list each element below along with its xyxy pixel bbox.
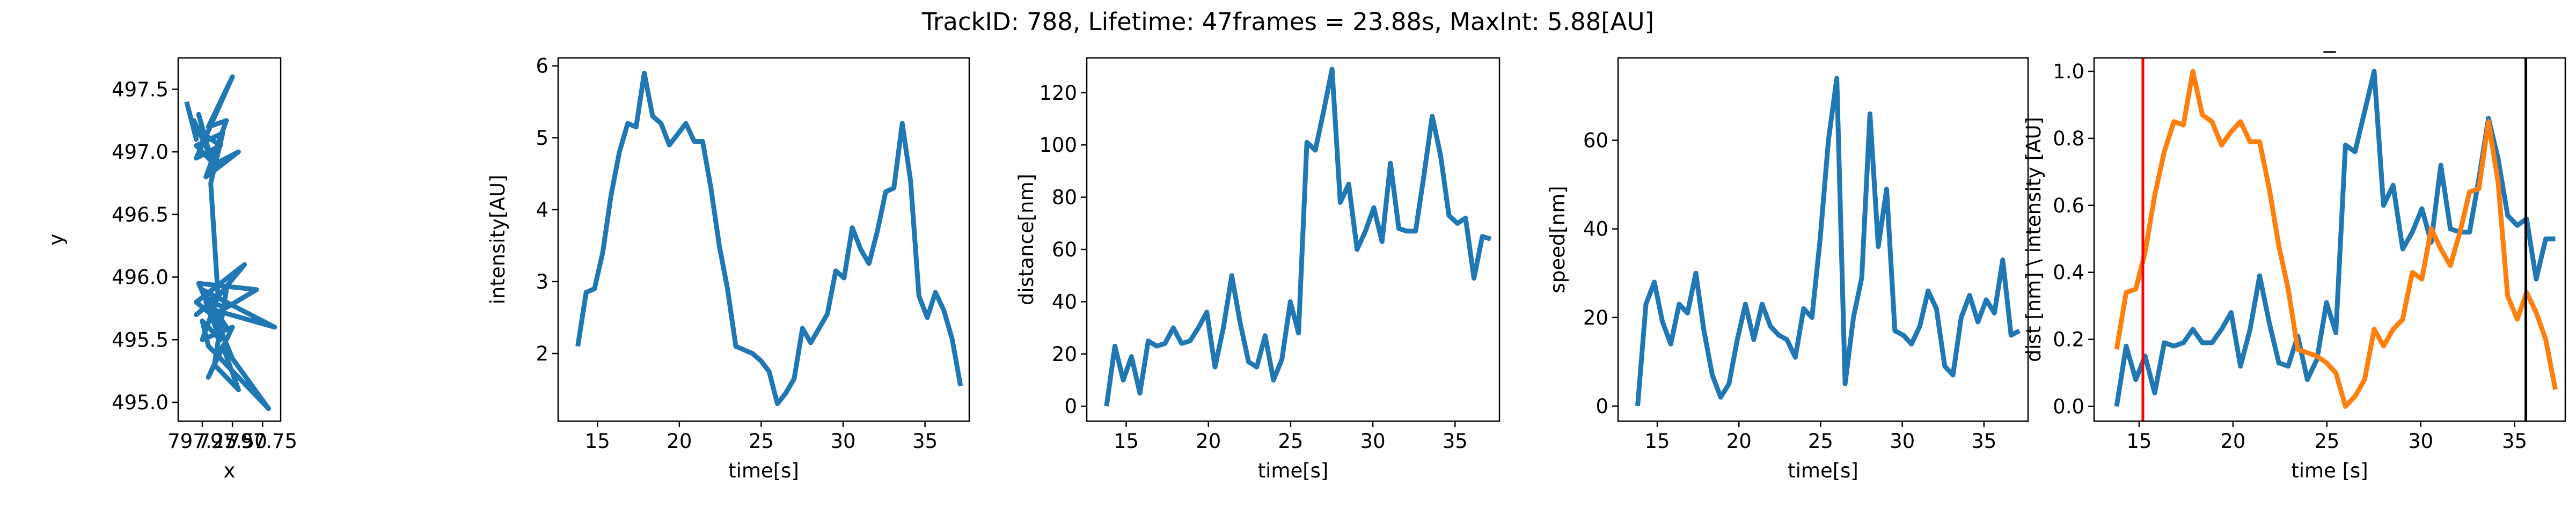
y-tick-label: 0.6 <box>2053 194 2084 217</box>
y-axis-label: speed[nm] <box>1546 186 1569 293</box>
y-tick-label: 60 <box>1583 129 1608 152</box>
y-tick-label: 495.0 <box>112 391 169 414</box>
x-tick-label: 15 <box>1645 430 1670 453</box>
y-tick-label: 496.0 <box>112 266 169 289</box>
x-tick-label: 30 <box>1360 430 1386 453</box>
x-tick-label: 20 <box>2220 430 2245 453</box>
x-tick-label: 797.75 <box>228 430 297 453</box>
y-tick-label: 496.5 <box>112 203 169 226</box>
y-axis-label: dist [nm] \ intensity [AU] <box>2022 117 2045 362</box>
y-tick-label: 2 <box>536 342 548 365</box>
x-tick-label: 20 <box>667 430 692 453</box>
x-axis-label: time [s] <box>2291 459 2368 482</box>
x-axis-label: x <box>224 459 236 482</box>
x-tick-label: 30 <box>2408 430 2433 453</box>
axes-title: _ <box>2323 25 2336 53</box>
y-tick-label: 40 <box>1583 218 1608 241</box>
x-axis-label: time[s] <box>1258 459 1329 482</box>
y-tick-label: 20 <box>1052 343 1077 366</box>
data-line <box>2114 69 2558 409</box>
y-tick-label: 0.0 <box>2053 395 2084 418</box>
x-tick-label: 30 <box>830 430 855 453</box>
x-tick-label: 15 <box>585 430 610 453</box>
x-axis-label: time[s] <box>1788 459 1858 482</box>
figure-title: TrackID: 788, Lifetime: 47frames = 23.88… <box>921 8 1654 36</box>
y-tick-label: 497.0 <box>112 141 169 164</box>
y-tick-label: 120 <box>1039 82 1077 105</box>
data-line <box>1635 76 2021 407</box>
y-tick-label: 1.0 <box>2053 60 2084 83</box>
y-tick-label: 0 <box>1596 395 1608 418</box>
x-tick-label: 35 <box>1971 430 1996 453</box>
y-tick-label: 20 <box>1583 306 1608 329</box>
y-tick-label: 5 <box>536 127 548 150</box>
x-tick-label: 35 <box>1443 430 1468 453</box>
x-tick-label: 797.25 <box>167 430 237 453</box>
x-tick-label: 35 <box>2502 430 2527 453</box>
y-axis-label: intensity[AU] <box>486 175 509 305</box>
y-tick-label: 0.8 <box>2053 127 2084 150</box>
y-axis-label: y <box>45 234 68 246</box>
axes-frame <box>1617 57 2029 422</box>
x-tick-label: 25 <box>2314 430 2339 453</box>
axes-frame <box>1086 57 1501 422</box>
x-tick-label: 30 <box>1890 430 1915 453</box>
x-tick-label: 35 <box>912 430 938 453</box>
data-line <box>1104 67 1492 407</box>
x-axis-label: time[s] <box>728 459 799 482</box>
x-tick-label: 20 <box>1196 430 1221 453</box>
x-tick-label: 797.50 <box>197 430 267 453</box>
x-tick-label: 20 <box>1726 430 1752 453</box>
y-tick-label: 100 <box>1039 134 1077 157</box>
y-tick-label: 0 <box>1064 395 1077 418</box>
x-tick-label: 25 <box>1278 430 1303 453</box>
x-tick-label: 25 <box>1808 430 1833 453</box>
x-tick-label: 15 <box>2126 430 2151 453</box>
y-tick-label: 0.2 <box>2053 328 2084 351</box>
y-tick-label: 80 <box>1052 186 1077 209</box>
y-tick-label: 6 <box>536 55 548 78</box>
y-tick-label: 497.5 <box>112 78 169 101</box>
axes-frame <box>177 57 282 422</box>
x-tick-label: 15 <box>1114 430 1139 453</box>
y-tick-label: 4 <box>536 198 548 222</box>
y-tick-label: 40 <box>1052 290 1077 313</box>
y-tick-label: 495.5 <box>112 328 169 351</box>
data-line <box>184 74 277 411</box>
y-tick-label: 60 <box>1052 238 1077 261</box>
axes-frame <box>557 57 970 422</box>
data-line <box>575 70 963 407</box>
axes-frame <box>2093 57 2566 422</box>
y-tick-label: 3 <box>536 270 548 293</box>
y-axis-label: distance[nm] <box>1015 174 1038 305</box>
y-tick-label: 0.4 <box>2053 261 2084 284</box>
x-tick-label: 25 <box>749 430 774 453</box>
